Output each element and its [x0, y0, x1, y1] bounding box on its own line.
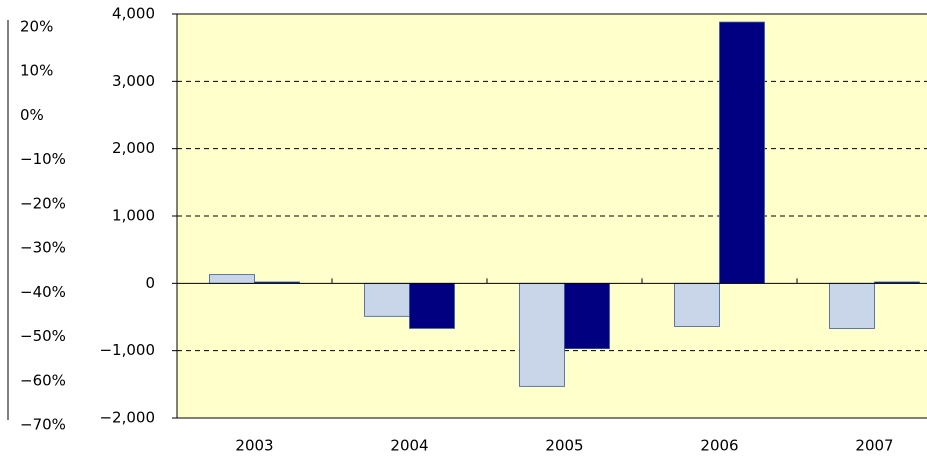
y2-tick-label: −20% — [20, 194, 66, 212]
y-tick-label: 0 — [145, 274, 155, 292]
bar — [829, 282, 875, 329]
y2-tick-label: 20% — [20, 18, 53, 36]
x-tick-label: 2003 — [235, 437, 273, 455]
y-tick-label: 1,000 — [112, 207, 155, 225]
bar — [674, 282, 720, 327]
y2-tick-label: −10% — [20, 150, 66, 168]
y2-tick-label: −30% — [20, 239, 66, 257]
y2-tick-label: −60% — [20, 371, 66, 389]
x-tick-label: 2006 — [700, 437, 738, 455]
bar — [364, 282, 410, 317]
y2-tick-label: 0% — [20, 106, 44, 124]
y-tick-label: 2,000 — [112, 139, 155, 157]
y2-tick-label: −40% — [20, 283, 66, 301]
y-tick-label: −2,000 — [99, 409, 155, 427]
bar — [519, 282, 565, 387]
bar — [409, 282, 455, 329]
y-tick-label: −1,000 — [99, 341, 155, 359]
y-tick-label: 4,000 — [112, 5, 155, 23]
bar — [564, 282, 610, 350]
y2-tick-label: −70% — [20, 416, 66, 434]
y2-tick-label: 10% — [20, 62, 53, 80]
bar — [209, 274, 255, 284]
y-tick-label: 3,000 — [112, 72, 155, 90]
bar — [719, 21, 765, 284]
y2-tick-label: −50% — [20, 327, 66, 345]
x-tick-label: 2004 — [390, 437, 428, 455]
x-tick-label: 2005 — [545, 437, 583, 455]
x-tick-label: 2007 — [855, 437, 893, 455]
